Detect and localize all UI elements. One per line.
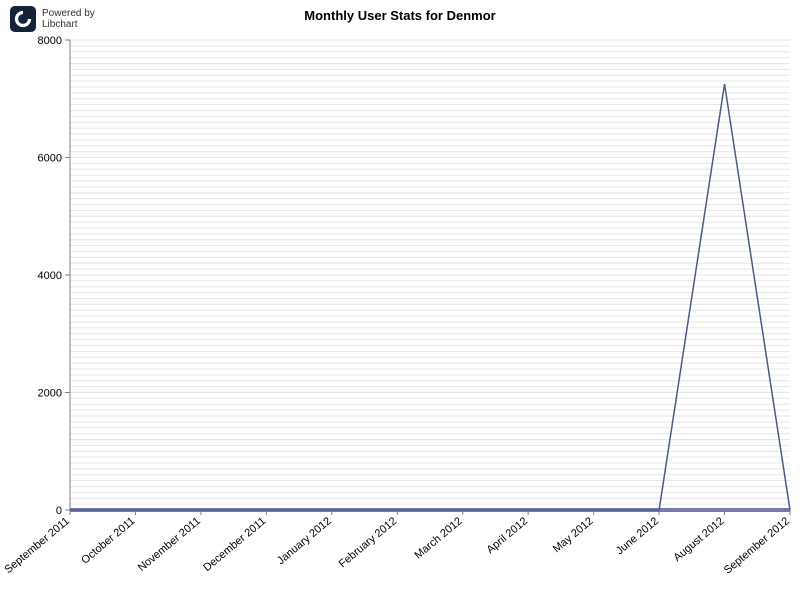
svg-text:8000: 8000 (38, 35, 62, 47)
svg-text:6000: 6000 (38, 153, 62, 165)
chart-series (70, 84, 790, 510)
chart-grid (70, 40, 790, 510)
line-chart: 0 2000 4000 6000 8000 September 2011October … (0, 0, 800, 600)
svg-text:February 2012: February 2012 (337, 515, 400, 570)
chart-container: { "attribution": { "line1": "Powered by"… (0, 0, 800, 600)
svg-text:September 2012: September 2012 (722, 515, 792, 576)
svg-text:March 2012: March 2012 (412, 515, 464, 562)
svg-text:2000: 2000 (38, 388, 62, 400)
svg-text:October 2011: October 2011 (79, 515, 137, 567)
y-axis-ticks: 0 2000 4000 6000 8000 (38, 35, 70, 517)
svg-text:December 2011: December 2011 (201, 515, 268, 574)
svg-text:September 2011: September 2011 (3, 515, 72, 576)
svg-text:August 2012: August 2012 (671, 515, 726, 564)
svg-text:May 2012: May 2012 (551, 515, 596, 555)
svg-text:June 2012: June 2012 (614, 515, 661, 557)
svg-text:January 2012: January 2012 (275, 515, 334, 567)
x-axis-ticks: September 2011October 2011November 2011D… (3, 510, 792, 577)
svg-text:0: 0 (56, 505, 62, 517)
svg-text:4000: 4000 (38, 270, 62, 282)
svg-text:April 2012: April 2012 (484, 515, 530, 556)
svg-text:November 2011: November 2011 (136, 515, 203, 574)
